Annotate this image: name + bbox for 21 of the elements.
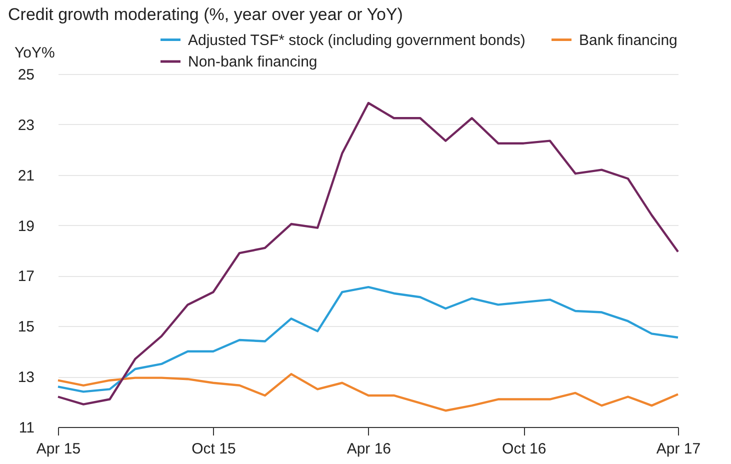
chart-title: Credit growth moderating (%, year over year or YoY) xyxy=(8,5,403,24)
legend-label: Non-bank financing xyxy=(188,54,318,70)
line-series xyxy=(56,102,680,406)
y-tick-label: 17 xyxy=(18,268,34,286)
y-tick-label: 13 xyxy=(18,369,34,386)
y-tick-label: 15 xyxy=(18,318,34,336)
x-tick-label: Oct 16 xyxy=(502,440,546,458)
y-tick-label: 21 xyxy=(18,167,34,184)
legend-label: Adjusted TSF* stock (including government bonds) xyxy=(188,32,526,49)
x-tick-label: Apr 15 xyxy=(36,440,81,458)
line-series xyxy=(56,372,680,412)
y-tick-label: 19 xyxy=(18,218,34,235)
y-tick-label: 11 xyxy=(18,420,34,436)
y-axis-title: YoY% xyxy=(14,44,55,62)
x-tick-label: Oct 15 xyxy=(192,440,236,458)
x-tick-label: Apr 17 xyxy=(656,440,701,458)
line-series xyxy=(56,286,680,393)
y-tick-label: 25 xyxy=(18,66,34,84)
x-tick-label: Apr 16 xyxy=(346,440,392,458)
y-tick-label: 23 xyxy=(18,116,34,134)
legend-label: Bank financing xyxy=(579,32,678,49)
